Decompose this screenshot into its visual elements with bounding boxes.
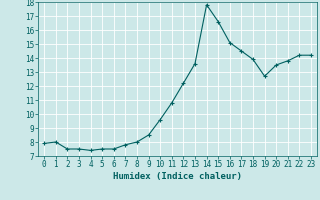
X-axis label: Humidex (Indice chaleur): Humidex (Indice chaleur) (113, 172, 242, 181)
